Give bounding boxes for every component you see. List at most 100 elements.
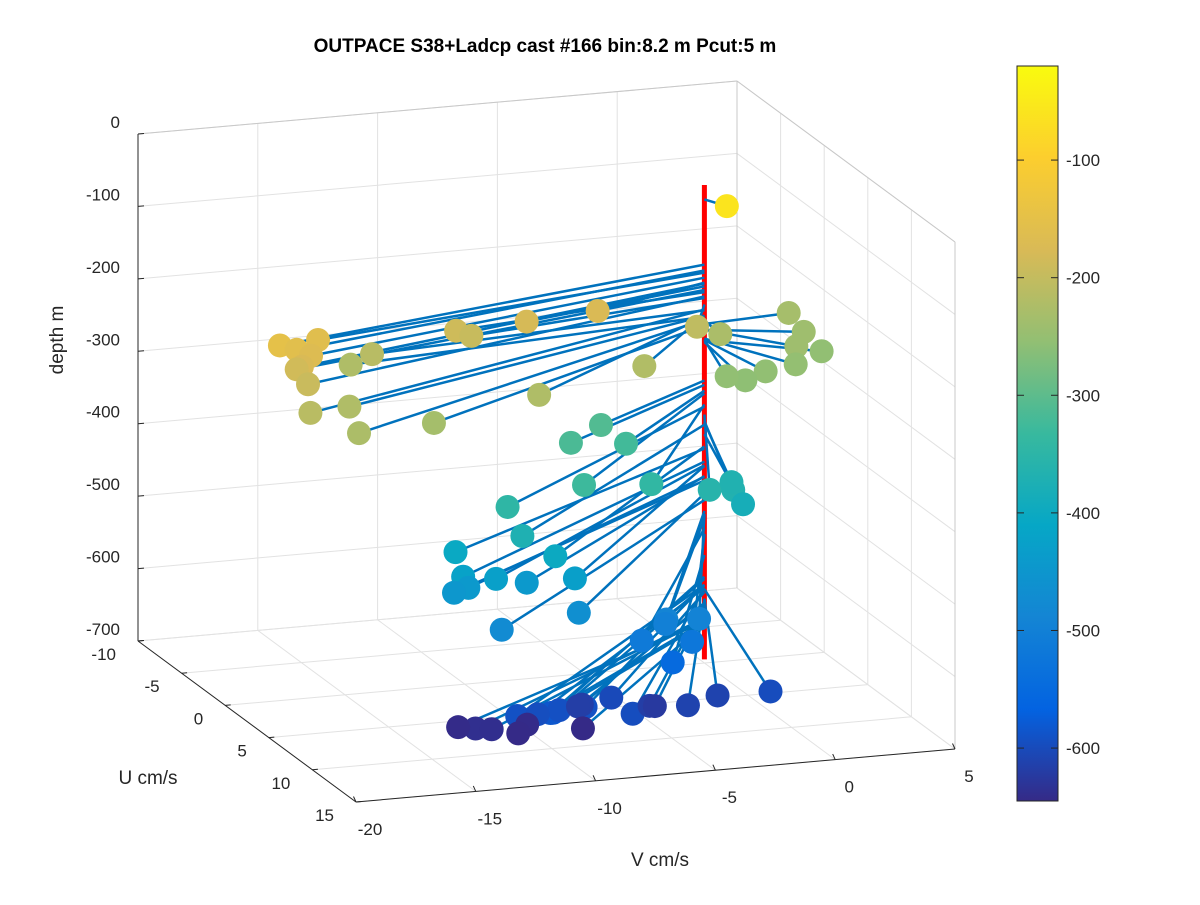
u-tick-label: -10 <box>91 645 116 664</box>
grid-line <box>736 297 956 460</box>
vector-stick <box>296 269 705 352</box>
v-tick-mark <box>952 743 956 750</box>
colorbar-tick-label: -200 <box>1066 269 1100 288</box>
scatter-point <box>514 309 539 334</box>
u-tick-mark <box>181 672 188 674</box>
scatter-points <box>267 194 834 746</box>
scatter-point <box>629 628 654 653</box>
scatter-point <box>758 679 783 704</box>
grid-line <box>257 629 477 792</box>
scatter-point <box>705 683 730 708</box>
scatter-point <box>570 716 595 741</box>
z-tick-label: -300 <box>86 330 120 349</box>
grid-line <box>137 152 738 207</box>
scatter-point <box>446 715 471 740</box>
u-tick-mark <box>355 801 362 803</box>
grid-line <box>137 225 738 280</box>
scatter-point <box>484 566 509 591</box>
grid-line <box>137 442 738 497</box>
u-tick-mark <box>268 736 275 739</box>
z-tick-label: 0 <box>111 113 120 132</box>
vector-stick <box>600 379 705 427</box>
z-tick-mark <box>137 422 145 425</box>
scatter-point <box>776 300 801 325</box>
scatter-point <box>783 352 808 377</box>
vector-stick <box>574 465 706 580</box>
z-tick-mark <box>137 277 145 280</box>
vector-stick <box>433 324 705 425</box>
z-tick-label: -600 <box>86 548 120 567</box>
v-tick-label: 0 <box>844 778 853 797</box>
scatter-point <box>459 323 484 348</box>
u-axis-line <box>137 640 357 803</box>
scatter-point <box>599 685 624 710</box>
scatter-point <box>514 570 539 595</box>
scatter-point <box>527 382 552 407</box>
z-tick-mark <box>137 133 145 135</box>
v-tick-label: -15 <box>478 809 503 828</box>
vector-stick <box>704 311 789 326</box>
u-axis-label: U cm/s <box>118 768 177 789</box>
scatter-point <box>566 600 591 625</box>
scatter-point <box>714 364 739 389</box>
scatter-point <box>639 472 664 497</box>
vector-stick <box>554 445 706 558</box>
scatter-point <box>733 368 758 393</box>
grid-line <box>137 515 738 570</box>
vector-stick <box>650 403 706 485</box>
v-tick-label: -10 <box>597 799 622 818</box>
scatter-point <box>714 194 739 219</box>
vector-stick <box>610 591 706 699</box>
scatter-point <box>680 629 705 654</box>
scatter-point <box>632 354 657 379</box>
v-tick-label: 5 <box>964 767 973 786</box>
scatter-point <box>510 524 535 549</box>
vector-stick <box>538 315 705 397</box>
scatter-point <box>687 606 712 631</box>
scatter-point <box>697 477 722 502</box>
vector-stick <box>625 389 706 445</box>
scatter-point <box>809 339 834 364</box>
u-tick-label: 10 <box>271 774 290 793</box>
scatter-point <box>558 430 583 455</box>
v-tick-label: -20 <box>358 820 383 839</box>
vector-stick <box>279 263 705 347</box>
scatter-point <box>653 612 678 637</box>
vector-stick <box>521 423 706 538</box>
z-tick-mark <box>137 205 145 207</box>
scatter-point <box>495 494 520 519</box>
scatter-point <box>337 394 362 419</box>
vector-sticks <box>279 198 822 735</box>
z-tick-label: -100 <box>86 185 120 204</box>
scatter-point <box>489 617 514 642</box>
scatter-point <box>442 580 466 605</box>
scatter-point <box>585 298 610 323</box>
vector-stick <box>349 314 705 408</box>
u-tick-label: 5 <box>237 742 246 761</box>
colorbar-tick-label: -600 <box>1066 739 1100 758</box>
scatter-point <box>338 352 363 377</box>
vector-stick <box>501 498 706 631</box>
u-tick-mark <box>225 704 231 706</box>
scatter-point <box>479 717 504 742</box>
colorbar <box>1016 65 1059 802</box>
vector-stick <box>307 295 705 386</box>
scatter-point <box>731 492 756 517</box>
colorbar-tick-label: -100 <box>1066 151 1100 170</box>
vector-stick <box>495 464 705 580</box>
scatter-point <box>642 694 667 719</box>
v-tick-mark <box>832 753 836 760</box>
scatter-point <box>685 314 710 339</box>
scatter-point <box>347 421 372 446</box>
scatter-point <box>543 544 568 569</box>
vector-stick <box>577 492 706 614</box>
v-tick-mark <box>592 775 597 782</box>
z-axis-ticks: 0 -100 -200 -300 -400 -500 -600 -700 <box>86 113 145 642</box>
z-tick-label: -700 <box>86 620 120 639</box>
vector-stick <box>358 318 705 435</box>
scatter-point <box>421 410 446 435</box>
u-tick-mark <box>137 640 144 642</box>
vector-stick <box>310 308 705 415</box>
